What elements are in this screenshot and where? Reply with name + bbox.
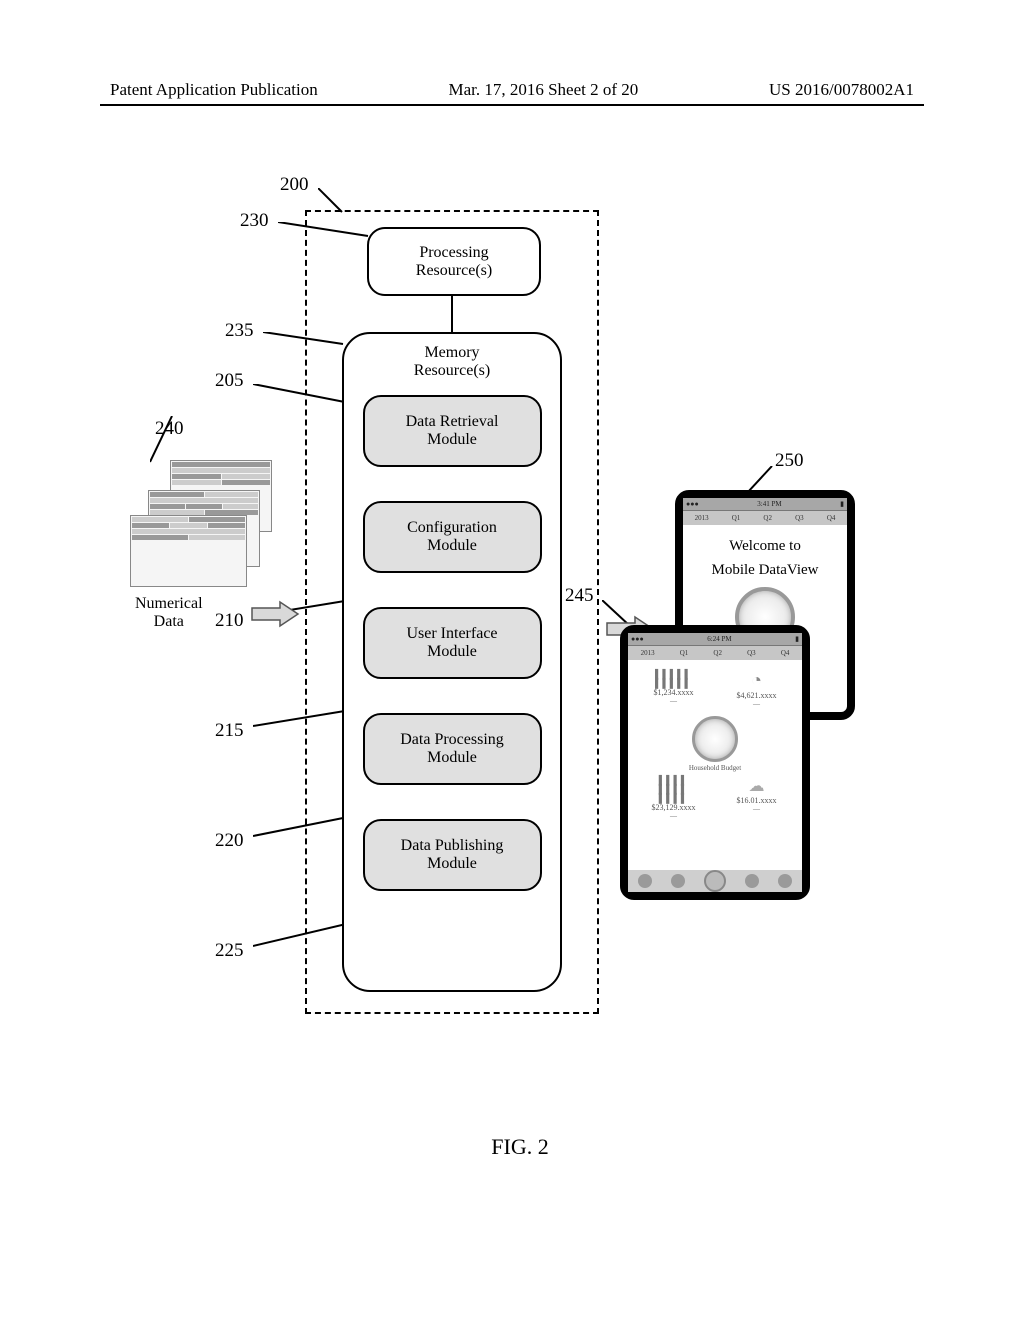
phone-tabbar: 2013 Q1 Q2 Q3 Q4 xyxy=(683,511,847,525)
value-3: $23,129.xxxx xyxy=(636,803,711,812)
header-left: Patent Application Publication xyxy=(110,80,318,100)
arrow-right-icon xyxy=(250,600,300,628)
statusbar-time2: 6:24 PM xyxy=(707,635,731,643)
welcome-line2: Mobile DataView xyxy=(687,561,843,579)
tab-label: Q1 xyxy=(732,514,741,522)
section-label: Household Budget xyxy=(632,764,798,772)
nav-icon xyxy=(671,874,685,888)
page-header: Patent Application Publication Mar. 17, … xyxy=(110,80,914,100)
tab-label: 2013 xyxy=(641,649,655,657)
module1-line1: Data Retrieval xyxy=(365,413,540,431)
processing-line1: Processing xyxy=(369,244,539,262)
ref-250: 250 xyxy=(775,450,804,472)
phone-statusbar: ●●● 6:24 PM ▮ xyxy=(628,633,802,646)
phone-mock-dashboard: ●●● 6:24 PM ▮ 2013 Q1 Q2 Q3 Q4 ▌▌▌▌▌▌▌▌▌… xyxy=(620,625,810,900)
sparkline-icon: ▌▌▌▌▌▌▌▌▌▌ xyxy=(636,670,711,688)
ref-235: 235 xyxy=(225,320,254,342)
module-data-processing: Data Processing Module xyxy=(363,713,542,785)
module-configuration: Configuration Module xyxy=(363,501,542,573)
statusbar-time: 3:41 PM xyxy=(757,500,781,508)
leader-240 xyxy=(150,416,180,466)
module4-line2: Module xyxy=(365,749,540,767)
nav-home-icon xyxy=(704,870,726,892)
ref-220: 220 xyxy=(215,830,244,852)
header-center: Mar. 17, 2016 Sheet 2 of 20 xyxy=(448,80,638,100)
value-2: $4,621.xxxx xyxy=(719,691,794,700)
memory-title: Memory Resource(s) xyxy=(344,344,560,381)
module5-line2: Module xyxy=(365,855,540,873)
phone-statusbar: ●●● 3:41 PM ▮ xyxy=(683,498,847,511)
processing-resources-block: Processing Resource(s) xyxy=(367,227,541,296)
tab-label: Q2 xyxy=(763,514,772,522)
processing-line2: Resource(s) xyxy=(369,262,539,280)
figure-caption: FIG. 2 xyxy=(120,1134,920,1160)
arrow-input xyxy=(250,600,300,628)
page: Patent Application Publication Mar. 17, … xyxy=(0,0,1024,1320)
nav-icon xyxy=(778,874,792,888)
tab-label: Q2 xyxy=(713,649,722,657)
value-4: $16.01.xxxx xyxy=(719,796,794,805)
module2-line1: Configuration xyxy=(365,519,540,537)
memory-resources-block: Memory Resource(s) Data Retrieval Module… xyxy=(342,332,562,992)
header-rule xyxy=(100,104,924,106)
memory-line2: Resource(s) xyxy=(344,362,560,380)
ref-205: 205 xyxy=(215,370,244,392)
spreadsheet-stack-icon xyxy=(130,460,275,585)
welcome-line1: Welcome to xyxy=(687,537,843,555)
memory-line1: Memory xyxy=(344,344,560,362)
module-data-retrieval: Data Retrieval Module xyxy=(363,395,542,467)
sparkline-icon: ▌▌▌▌▌▌▌▌▌▌▌▌ xyxy=(636,776,711,803)
header-right: US 2016/0078002A1 xyxy=(769,80,914,100)
phone-screen: ▌▌▌▌▌▌▌▌▌▌ $1,234.xxxx — ◔ $4,621.xxxx —… xyxy=(628,660,802,844)
connector-proc-mem xyxy=(451,294,453,332)
value-1: $1,234.xxxx xyxy=(636,688,711,697)
ref-225: 225 xyxy=(215,940,244,962)
tab-label: Q3 xyxy=(795,514,804,522)
ref-210: 210 xyxy=(215,610,244,632)
center-button-icon xyxy=(692,716,738,762)
module5-line1: Data Publishing xyxy=(365,837,540,855)
module3-line1: User Interface xyxy=(365,625,540,643)
nav-icon xyxy=(638,874,652,888)
ref-215: 215 xyxy=(215,720,244,742)
numerical-data-label: Numerical Data xyxy=(135,595,203,630)
module-data-publishing: Data Publishing Module xyxy=(363,819,542,891)
tab-label: 2013 xyxy=(695,514,709,522)
ref-230: 230 xyxy=(240,210,269,232)
module-user-interface: User Interface Module xyxy=(363,607,542,679)
cloud-icon: ☁ xyxy=(719,776,794,796)
phone-bottom-nav xyxy=(628,870,802,892)
tab-label: Q4 xyxy=(827,514,836,522)
module1-line2: Module xyxy=(365,431,540,449)
figure-2: 200 230 235 205 240 210 215 220 225 245 … xyxy=(120,180,920,1120)
numdata-line1: Numerical xyxy=(135,595,203,613)
nav-icon xyxy=(745,874,759,888)
tab-label: Q4 xyxy=(781,649,790,657)
ref-200: 200 xyxy=(280,174,309,196)
numdata-line2: Data xyxy=(135,613,203,631)
module3-line2: Module xyxy=(365,643,540,661)
phone-tabbar: 2013 Q1 Q2 Q3 Q4 xyxy=(628,646,802,660)
gauge-icon: ◔ xyxy=(719,670,794,691)
system-container: Processing Resource(s) Memory Resource(s… xyxy=(305,210,599,1014)
tab-label: Q3 xyxy=(747,649,756,657)
module2-line2: Module xyxy=(365,537,540,555)
module4-line1: Data Processing xyxy=(365,731,540,749)
tab-label: Q1 xyxy=(680,649,689,657)
